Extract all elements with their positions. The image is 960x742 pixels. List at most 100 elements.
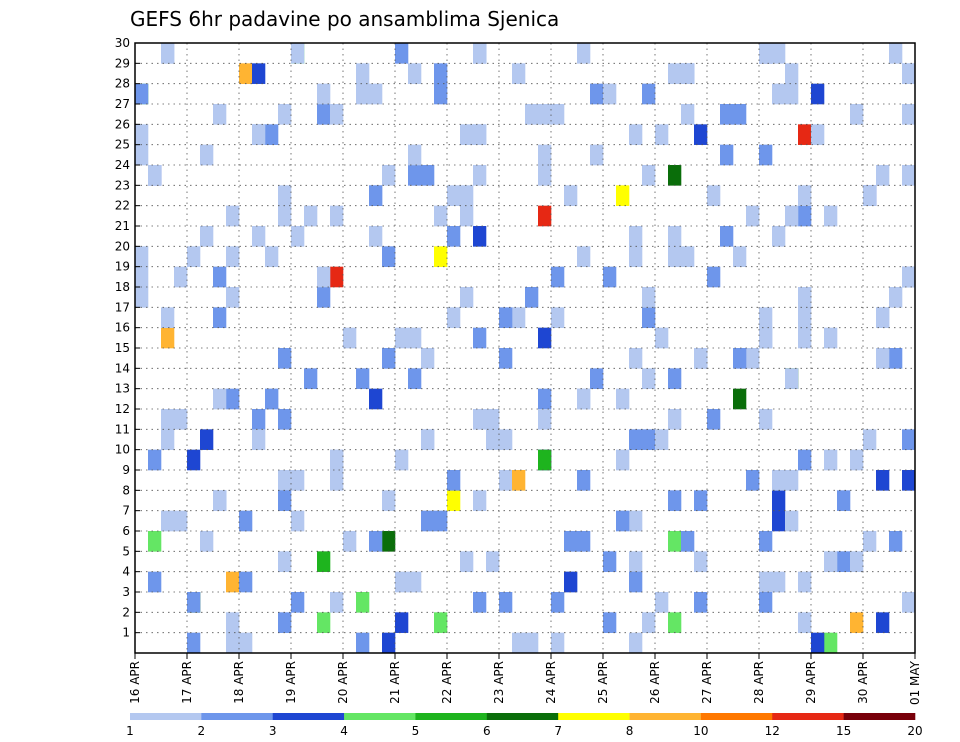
heat-cell (577, 43, 591, 64)
colorbar-label: 15 (836, 724, 851, 738)
heat-cell (473, 165, 487, 186)
x-tick-label: 26 APR (648, 661, 662, 704)
heat-cell (590, 144, 604, 166)
heat-cell (135, 246, 149, 267)
y-tick-label: 24 (115, 158, 130, 172)
heat-cell (642, 83, 656, 105)
heat-cell (564, 571, 578, 593)
x-tick-label: 22 APR (440, 661, 454, 704)
heat-cell (408, 327, 422, 349)
heat-cell (512, 307, 526, 328)
heat-cell (161, 429, 175, 450)
heat-cell (434, 246, 448, 267)
heat-cell (382, 531, 396, 552)
cells-layer (135, 43, 916, 654)
heat-cell (668, 531, 682, 552)
heat-cell (369, 83, 383, 105)
heat-cell (811, 124, 825, 145)
heat-cell (798, 612, 812, 633)
heat-cell (473, 43, 487, 64)
heat-cell (902, 470, 916, 491)
heat-cell (499, 348, 513, 369)
x-tick-label: 30 APR (856, 661, 870, 704)
heat-cell (317, 83, 331, 105)
heat-cell (785, 510, 799, 532)
heat-cell (317, 104, 331, 125)
heat-cell (759, 43, 773, 64)
heat-cell (304, 368, 318, 389)
heat-cell (759, 144, 773, 166)
heat-cell (330, 266, 344, 288)
heat-cell (473, 592, 487, 613)
heat-cell (408, 144, 422, 166)
heat-cell (538, 165, 552, 186)
heat-cell (629, 246, 643, 267)
heat-cell (629, 124, 643, 145)
heat-cell (577, 531, 591, 552)
heat-cell (369, 185, 383, 206)
heat-cell (785, 470, 799, 491)
heat-cell (668, 246, 682, 267)
heat-cell (772, 83, 786, 105)
heat-cell (252, 124, 266, 145)
heat-cell (395, 571, 409, 593)
heat-cell (278, 490, 292, 511)
heat-cell (356, 632, 370, 654)
heat-cell (161, 43, 175, 64)
heat-cell (759, 327, 773, 349)
heat-cell (629, 226, 643, 247)
heat-cell (772, 470, 786, 491)
y-tick-label: 8 (122, 483, 130, 497)
heat-cell (798, 205, 812, 227)
heat-cell (863, 531, 877, 552)
heat-cell (291, 592, 305, 613)
heat-cell (473, 124, 487, 145)
heat-cell (603, 551, 617, 572)
heat-cell (772, 226, 786, 247)
y-tick-label: 9 (122, 463, 130, 477)
colorbar-swatch (486, 713, 559, 720)
y-tick-label: 22 (115, 199, 130, 213)
heat-cell (668, 165, 682, 186)
y-tick-label: 14 (115, 361, 130, 375)
heat-cell (629, 510, 643, 532)
colorbar-label: 2 (198, 724, 206, 738)
heat-cell (408, 63, 422, 84)
heat-cell (538, 104, 552, 125)
heat-cell (655, 592, 669, 613)
heat-cell (772, 510, 786, 532)
heat-cell (811, 632, 825, 654)
heat-cell (330, 470, 344, 491)
heat-cell (720, 144, 734, 166)
heat-cell (655, 124, 669, 145)
y-tick-label: 23 (115, 178, 130, 192)
heat-cell (460, 287, 474, 308)
heat-cell (759, 571, 773, 593)
heat-cell (369, 226, 383, 247)
heat-cell (525, 104, 539, 125)
heat-cell (798, 124, 812, 145)
heat-cell (785, 83, 799, 105)
heat-cell (538, 409, 552, 430)
heat-cell (668, 612, 682, 633)
y-tick-label: 10 (115, 443, 130, 457)
heat-cell (629, 348, 643, 369)
heat-cell (434, 510, 448, 532)
y-tick-label: 19 (115, 260, 130, 274)
heat-cell (668, 409, 682, 430)
heat-cell (590, 83, 604, 105)
heat-cell (681, 531, 695, 552)
x-tick-label: 24 APR (544, 661, 558, 704)
heat-cell (772, 490, 786, 511)
heat-cell (616, 185, 630, 206)
x-tick-label: 21 APR (388, 661, 402, 704)
heat-cell (226, 388, 240, 410)
heat-cell (876, 470, 890, 491)
heat-cell (551, 104, 565, 125)
heat-cell (447, 307, 461, 328)
heat-cell (460, 124, 474, 145)
chart-title: GEFS 6hr padavine po ansamblima Sjenica (130, 7, 559, 31)
heat-cell (291, 226, 305, 247)
y-tick-label: 21 (115, 219, 130, 233)
